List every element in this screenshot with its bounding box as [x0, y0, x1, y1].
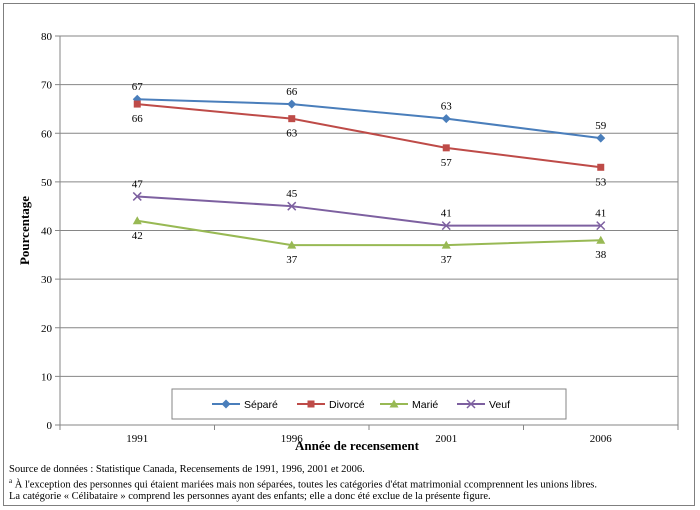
- legend-marker: [307, 400, 315, 408]
- y-tick-label: 50: [41, 177, 53, 189]
- legend-marker: [389, 399, 399, 408]
- x-tick-label: 2001: [435, 433, 457, 445]
- x-axis-title: Année de recensement: [295, 438, 420, 453]
- data-point: [442, 144, 450, 152]
- data-point: [288, 115, 296, 123]
- y-tick-label: 40: [41, 226, 53, 238]
- series-line: [137, 98, 601, 140]
- legend-label: Veuf: [489, 399, 510, 411]
- data-label: 37: [286, 254, 298, 266]
- data-point: [596, 221, 606, 231]
- data-label: 47: [132, 178, 144, 190]
- data-label: 67: [132, 81, 144, 93]
- legend-marker: [466, 399, 476, 409]
- y-tick-label: 80: [41, 31, 53, 43]
- data-label: 63: [286, 128, 298, 140]
- data-label: 66: [132, 113, 144, 125]
- data-point: [132, 216, 142, 225]
- line-chart: 0 10 20 30 40 50 60 70 80 1991 1996 2001 2006 Année d…: [17, 31, 679, 453]
- data-label: 57: [441, 157, 453, 169]
- chart-frame: [3, 3, 695, 506]
- series-line: [137, 219, 601, 247]
- legend-label: Divorcé: [329, 399, 365, 411]
- y-tick-label: 10: [41, 371, 53, 383]
- legend-label: Marié: [412, 399, 438, 411]
- data-point: [596, 133, 606, 143]
- chart-notes: Source de données : Statistique Canada, …: [9, 464, 689, 502]
- data-point: [441, 240, 451, 249]
- x-tick-label: 1996: [281, 433, 304, 445]
- data-point: [441, 221, 451, 231]
- data-point: [287, 99, 297, 109]
- y-axis-title: Pourcentage: [17, 196, 32, 265]
- data-point: [597, 163, 605, 171]
- data-label: 41: [441, 208, 452, 220]
- data-label: 41: [595, 208, 606, 220]
- data-label: 63: [441, 101, 453, 113]
- data-label: 45: [286, 188, 298, 200]
- footnote-2: La catégorie « Célibataire » comprend le…: [9, 490, 491, 502]
- y-tick-label: 60: [41, 128, 53, 140]
- x-tick-label: 1991: [126, 433, 148, 445]
- footnote-1: a À l'exception des personnes qui étaien…: [9, 476, 689, 491]
- data-point: [287, 240, 297, 249]
- y-tick-label: 20: [41, 323, 53, 335]
- series-line: [137, 103, 601, 169]
- footnote-mark: a: [9, 476, 13, 485]
- footnote-1-text: À l'exception des personnes qui étaient …: [12, 479, 598, 490]
- legend-marker: [221, 399, 231, 409]
- data-label: 37: [441, 254, 453, 266]
- legend: [171, 388, 567, 420]
- data-label: 66: [286, 86, 298, 98]
- data-label: 42: [132, 230, 143, 242]
- data-point: [441, 114, 451, 124]
- y-tick-label: 70: [41, 80, 53, 92]
- source-note: Source de données : Statistique Canada, …: [9, 464, 365, 475]
- x-tick-label: 2006: [590, 433, 613, 445]
- y-tick-label: 30: [41, 274, 53, 286]
- data-label: 38: [595, 249, 607, 261]
- data-point: [596, 235, 606, 244]
- data-point: [133, 100, 141, 108]
- data-label: 53: [595, 176, 607, 188]
- y-tick-label: 0: [47, 420, 53, 432]
- data-point: [132, 191, 142, 201]
- series-line: [137, 195, 601, 227]
- legend-label: Séparé: [244, 399, 278, 411]
- data-label: 59: [595, 120, 607, 132]
- data-point: [287, 201, 297, 211]
